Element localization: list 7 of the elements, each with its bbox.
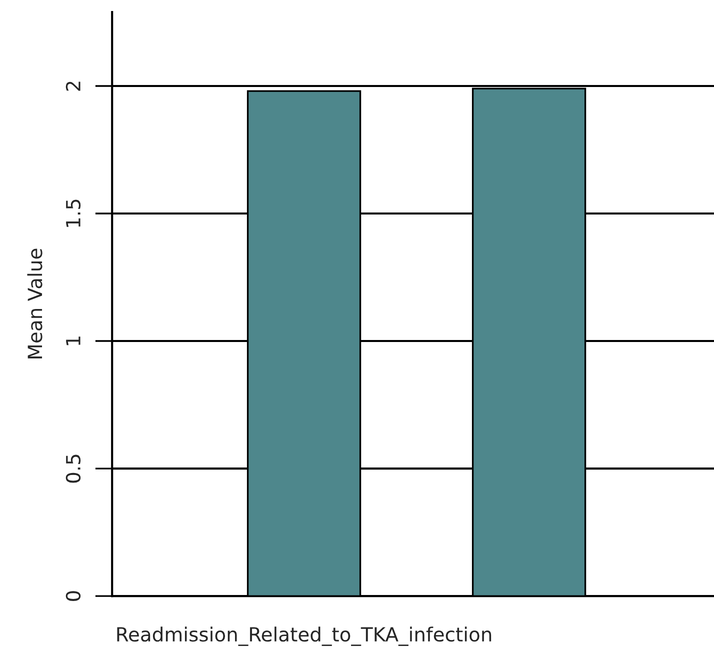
y-tick-label: 0 [66, 591, 81, 601]
y-tick-label: 1.5 [66, 200, 81, 227]
y-tick-label: 1 [66, 336, 80, 346]
x-tick-label: Readmission_Related_to_TKA_infection [117, 626, 492, 646]
y-axis-title: Mean Value [27, 248, 42, 358]
y-tick-label: 2 [66, 82, 80, 91]
y-tick-label: 0.5 [66, 454, 81, 483]
